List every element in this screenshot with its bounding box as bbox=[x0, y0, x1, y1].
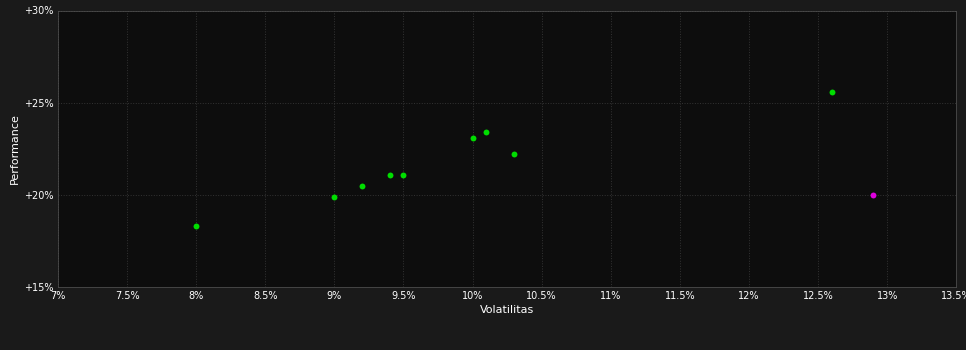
Point bbox=[396, 172, 412, 177]
Point bbox=[465, 135, 480, 140]
Point bbox=[188, 223, 204, 229]
Point bbox=[506, 152, 522, 157]
Point bbox=[382, 172, 397, 177]
X-axis label: Volatilitas: Volatilitas bbox=[480, 305, 534, 315]
Point bbox=[866, 192, 881, 198]
Point bbox=[355, 183, 370, 188]
Point bbox=[824, 89, 839, 95]
Point bbox=[327, 194, 342, 199]
Y-axis label: Performance: Performance bbox=[10, 113, 20, 184]
Point bbox=[479, 130, 495, 135]
